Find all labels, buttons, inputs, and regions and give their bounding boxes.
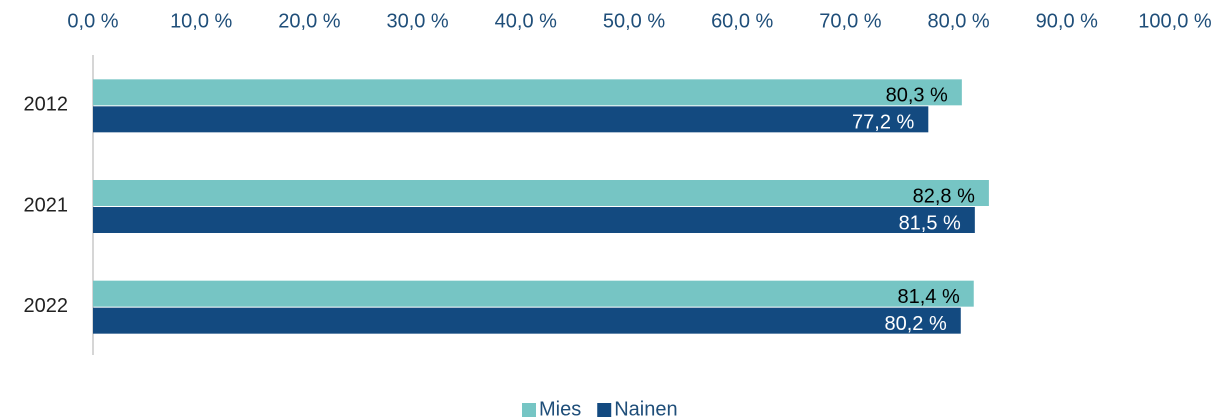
x-tick-label: 0,0 % [67, 10, 118, 32]
x-tick-label: 100,0 % [1138, 10, 1212, 32]
x-tick-label: 90,0 % [1036, 10, 1098, 32]
legend-swatch [522, 403, 536, 417]
bar [93, 180, 989, 206]
y-tick-label: 2022 [24, 295, 69, 317]
x-tick-label: 50,0 % [603, 10, 665, 32]
data-label: 81,4 % [897, 286, 959, 308]
y-tick-label: 2012 [24, 94, 69, 116]
legend-swatch [597, 403, 612, 417]
data-label: 80,3 % [886, 85, 948, 107]
bar [93, 207, 975, 233]
legend-label: Mies [539, 398, 581, 418]
data-label: 81,5 % [899, 212, 961, 234]
bar [93, 307, 961, 334]
x-tick-label: 40,0 % [495, 10, 557, 32]
x-tick-label: 70,0 % [819, 10, 881, 32]
bar [93, 106, 929, 133]
x-tick-label: 80,0 % [927, 10, 989, 32]
x-tick-label: 30,0 % [386, 10, 448, 32]
x-tick-label: 10,0 % [170, 10, 232, 32]
x-tick-label: 20,0 % [278, 10, 340, 32]
data-label: 82,8 % [913, 185, 975, 207]
y-tick-label: 2021 [24, 194, 69, 216]
bar [93, 280, 974, 307]
legend-label: Nainen [614, 398, 677, 418]
x-tick-label: 60,0 % [711, 10, 773, 32]
bar [93, 79, 962, 106]
data-label: 77,2 % [852, 112, 914, 134]
data-label: 80,2 % [884, 313, 946, 335]
